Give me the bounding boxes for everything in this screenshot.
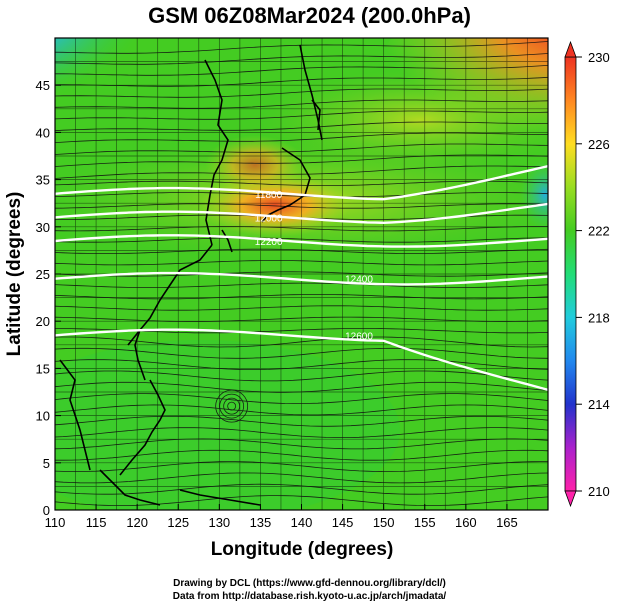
streamline bbox=[55, 99, 548, 109]
y-axis-ticks: 0 5 10 15 20 25 30 35 40 45 bbox=[36, 78, 61, 518]
y-tick-label: 35 bbox=[36, 173, 50, 188]
y-tick-label: 15 bbox=[36, 361, 50, 376]
y-tick-label: 0 bbox=[43, 503, 50, 518]
colorbar-top-arrow bbox=[564, 40, 577, 58]
x-tick-label: 120 bbox=[126, 515, 148, 530]
streamline bbox=[55, 260, 548, 266]
streamline bbox=[55, 132, 548, 143]
streamline bbox=[55, 449, 548, 461]
streamline bbox=[55, 165, 548, 179]
streamline bbox=[55, 180, 548, 186]
colorbar-label: 230 bbox=[588, 50, 610, 65]
temperature-field: 12600 12400 12200 12000 11800 bbox=[55, 38, 548, 510]
colorbar: 230 226 222 218 214 210 bbox=[564, 40, 610, 508]
coastlines bbox=[59, 44, 323, 506]
colorbar-label: 218 bbox=[588, 310, 610, 325]
streamline bbox=[55, 282, 548, 288]
streamline bbox=[55, 404, 548, 416]
streamline bbox=[55, 305, 548, 311]
x-tick-label: 155 bbox=[414, 515, 436, 530]
streamline bbox=[55, 461, 548, 473]
streamline bbox=[55, 472, 548, 484]
contour-line bbox=[55, 328, 548, 392]
streamline-vortex bbox=[219, 393, 245, 419]
streamline bbox=[55, 121, 548, 132]
streamline bbox=[55, 370, 548, 382]
colorbar-bottom-arrow bbox=[564, 490, 577, 508]
y-tick-label: 10 bbox=[36, 409, 50, 424]
x-tick-label: 145 bbox=[332, 515, 354, 530]
streamline bbox=[55, 237, 548, 243]
x-tick-label: 110 bbox=[45, 515, 66, 530]
streamline bbox=[55, 271, 548, 277]
contour-label: 12200 bbox=[255, 237, 283, 248]
x-tick-label: 165 bbox=[496, 515, 518, 530]
streamline bbox=[55, 41, 548, 54]
streamline bbox=[55, 427, 548, 439]
colorbar-label: 210 bbox=[588, 484, 610, 499]
streamline bbox=[55, 336, 548, 348]
x-tick-label: 160 bbox=[455, 515, 477, 530]
streamline-vortex bbox=[227, 401, 237, 411]
colorbar-label: 214 bbox=[588, 397, 610, 412]
streamline-vortex bbox=[215, 389, 249, 423]
streamline bbox=[55, 53, 548, 65]
streamline bbox=[55, 192, 548, 198]
y-axis-title: Latitude (degrees) bbox=[4, 192, 25, 357]
x-tick-label: 130 bbox=[208, 515, 230, 530]
contour-line bbox=[55, 271, 548, 286]
x-tick-label: 140 bbox=[291, 515, 313, 530]
contour-label: 12600 bbox=[345, 331, 373, 342]
streamline-vortex bbox=[223, 397, 241, 415]
x-tick-label: 150 bbox=[373, 515, 395, 530]
streamline bbox=[55, 226, 548, 232]
streamline bbox=[55, 143, 548, 155]
streamline bbox=[55, 393, 548, 404]
streamline bbox=[55, 415, 548, 427]
streamline bbox=[55, 110, 548, 120]
streamline bbox=[55, 203, 548, 209]
map-title: GSM 06Z08Mar2024 (200.0hPa) bbox=[148, 3, 471, 28]
y-tick-label: 30 bbox=[36, 220, 50, 235]
contour-label: 11800 bbox=[255, 190, 283, 201]
x-axis-ticks: 110 115 120 125 130 135 140 145 150 155 160 165 bbox=[45, 504, 518, 530]
credit-data: Data from http://database.rish.kyoto-u.a… bbox=[172, 591, 447, 602]
streamline bbox=[55, 248, 548, 254]
contour-line bbox=[55, 202, 548, 225]
y-tick-label: 45 bbox=[36, 78, 50, 93]
colorbar-label: 222 bbox=[588, 224, 610, 239]
credit-drawing: Drawing by DCL (https://www.gfd-dennou.o… bbox=[173, 578, 446, 589]
streamline bbox=[55, 483, 548, 495]
streamline bbox=[55, 88, 548, 98]
x-tick-label: 135 bbox=[250, 515, 272, 530]
x-axis-title: Longitude (degrees) bbox=[211, 539, 394, 560]
streamline bbox=[55, 381, 548, 393]
y-tick-label: 25 bbox=[36, 267, 50, 282]
geopotential-contours bbox=[55, 165, 548, 392]
x-tick-label: 115 bbox=[86, 515, 107, 530]
x-tick-label: 125 bbox=[167, 515, 189, 530]
streamline bbox=[55, 347, 548, 359]
contour-label: 12000 bbox=[255, 213, 283, 224]
contour-label: 12400 bbox=[345, 275, 373, 286]
streamline bbox=[55, 359, 548, 370]
contour-line bbox=[55, 165, 548, 201]
streamline bbox=[55, 294, 548, 300]
contour-line bbox=[55, 234, 548, 248]
streamline bbox=[55, 316, 548, 322]
streamline bbox=[55, 76, 548, 87]
streamline bbox=[55, 438, 548, 450]
contour-labels: 12600 12400 12200 12000 11800 bbox=[255, 190, 374, 343]
y-tick-label: 5 bbox=[43, 456, 50, 471]
streamline bbox=[55, 65, 548, 76]
y-tick-label: 20 bbox=[36, 314, 50, 329]
y-tick-label: 40 bbox=[36, 125, 50, 140]
colorbar-label: 226 bbox=[588, 137, 610, 152]
